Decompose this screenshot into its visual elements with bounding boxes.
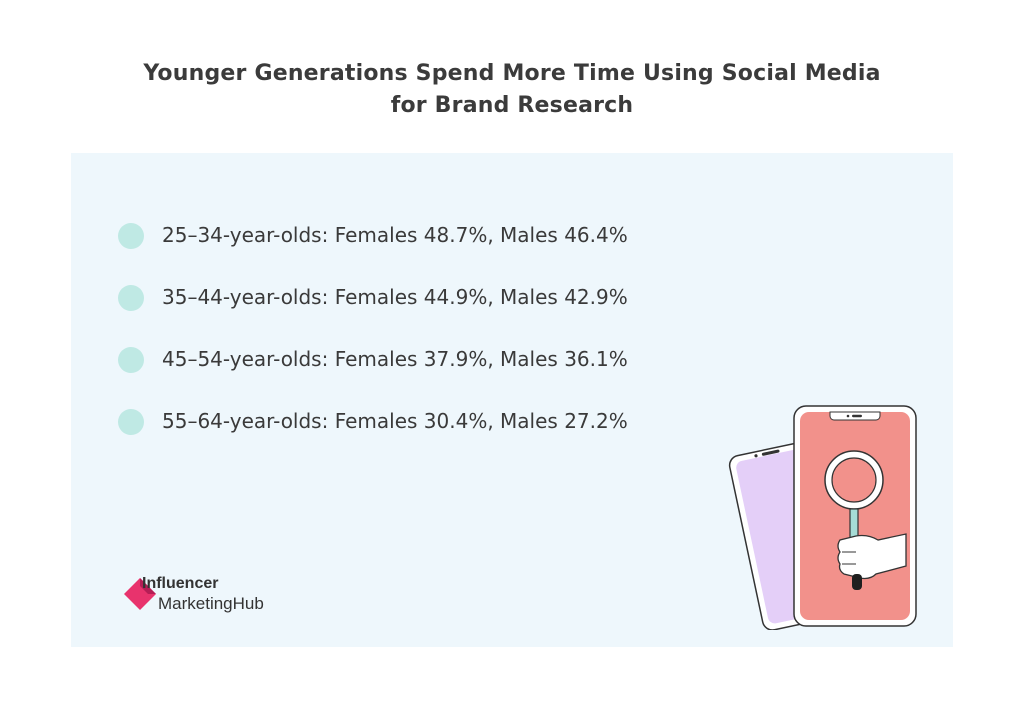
list-item: 25–34-year-olds: Females 48.7%, Males 46…: [118, 222, 628, 284]
list-item-text: 45–54-year-olds: Females 37.9%, Males 36…: [162, 347, 628, 371]
list-item-text: 55–64-year-olds: Females 30.4%, Males 27…: [162, 409, 628, 433]
brand-logo: Influencer MarketingHub: [122, 574, 302, 618]
title-line-2: for Brand Research: [390, 93, 634, 118]
title-line-1: Younger Generations Spend More Time Usin…: [143, 61, 881, 86]
list-item-text: 35–44-year-olds: Females 44.9%, Males 42…: [162, 285, 628, 309]
logo-text-marketinghub: MarketingHub: [158, 594, 264, 613]
bullet-dot-icon: [118, 347, 144, 373]
list-item: 45–54-year-olds: Females 37.9%, Males 36…: [118, 346, 628, 408]
logo-mark-icon: [124, 578, 156, 610]
list-item: 35–44-year-olds: Females 44.9%, Males 42…: [118, 284, 628, 346]
bullet-dot-icon: [118, 409, 144, 435]
stats-list: 25–34-year-olds: Females 48.7%, Males 46…: [118, 222, 628, 470]
list-item: 55–64-year-olds: Females 30.4%, Males 27…: [118, 408, 628, 470]
page-title: Younger Generations Spend More Time Usin…: [0, 58, 1024, 122]
bullet-dot-icon: [118, 223, 144, 249]
bullet-dot-icon: [118, 285, 144, 311]
logo-text-influencer: Influencer: [142, 575, 219, 592]
phones-magnifier-illustration-icon: [728, 405, 917, 630]
list-item-text: 25–34-year-olds: Females 48.7%, Males 46…: [162, 223, 628, 247]
